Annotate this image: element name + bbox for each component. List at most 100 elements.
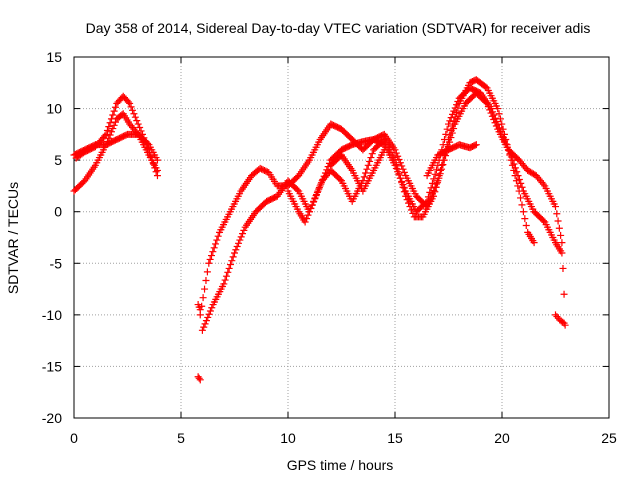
data-point-marker [471, 141, 479, 149]
data-point-marker [205, 259, 213, 267]
data-point-marker [301, 218, 309, 226]
data-point-marker [201, 320, 209, 328]
data-point-marker [427, 184, 435, 192]
data-point-marker [111, 103, 119, 111]
data-point-marker [453, 101, 461, 109]
data-point-marker [143, 141, 151, 149]
data-point-marker [432, 183, 440, 191]
data-point-marker [539, 217, 547, 225]
data-point-marker [364, 161, 372, 169]
x-tick-label: 0 [70, 430, 78, 446]
data-point-marker [105, 123, 113, 131]
data-point-marker [432, 166, 440, 174]
data-point-marker [484, 103, 492, 111]
x-tick-label: 5 [177, 430, 185, 446]
data-point-marker [130, 110, 138, 118]
data-point-marker [509, 156, 517, 164]
data-point-marker [311, 194, 319, 202]
data-point-marker [400, 188, 408, 196]
series-track-f [284, 89, 568, 298]
data-point-marker [149, 160, 157, 168]
data-point-marker [405, 199, 413, 207]
data-point-marker [209, 248, 217, 256]
data-point-marker [128, 106, 136, 114]
x-tick-label: 15 [387, 430, 403, 446]
axis-ticks: 0 5 10 15 20 25 -20 -15 -10 -5 0 5 10 15 [42, 49, 617, 446]
data-point-marker [391, 156, 399, 164]
data-point-marker [315, 184, 323, 192]
data-points [70, 76, 569, 384]
data-point-marker [231, 249, 238, 257]
data-point-marker [488, 112, 496, 120]
data-point-marker [451, 104, 459, 112]
data-point-marker [134, 120, 142, 128]
data-point-marker [205, 310, 213, 318]
data-point-marker [521, 215, 529, 223]
data-point-marker [151, 164, 159, 172]
data-point-marker [392, 149, 400, 157]
data-point-marker [555, 224, 563, 232]
y-tick-label: -15 [42, 358, 62, 374]
data-point-marker [436, 170, 444, 178]
data-point-marker [438, 165, 446, 173]
series-track-c [72, 92, 161, 180]
data-point-marker [446, 117, 454, 125]
data-point-marker [430, 192, 438, 200]
data-point-marker [138, 130, 146, 138]
data-point-marker [195, 374, 203, 382]
data-point-marker [222, 272, 230, 280]
data-point-marker [305, 208, 313, 216]
data-point-marker [225, 264, 233, 272]
data-point-marker [212, 240, 220, 248]
data-point-marker [435, 174, 443, 182]
series-track-k [194, 373, 204, 384]
data-point-marker [228, 257, 236, 265]
data-point-marker [103, 126, 111, 134]
data-point-marker [513, 168, 521, 176]
data-point-marker [200, 323, 208, 331]
series-track-h [423, 141, 480, 180]
data-point-marker [446, 138, 454, 146]
series-track-g [327, 146, 388, 195]
data-point-marker [483, 99, 491, 107]
data-point-marker [454, 97, 462, 105]
data-point-marker [439, 141, 447, 149]
data-point-marker [124, 98, 132, 106]
data-point-marker [407, 206, 415, 214]
data-point-marker [514, 172, 522, 180]
data-point-marker [214, 232, 222, 240]
data-point-marker [153, 172, 161, 180]
data-point-marker [380, 146, 388, 154]
data-point-marker [145, 148, 153, 156]
data-point-marker [561, 321, 569, 329]
data-point-marker [434, 179, 442, 187]
data-point-marker [204, 313, 212, 321]
data-point-marker [199, 294, 207, 302]
data-point-marker [304, 211, 312, 219]
x-axis-label: GPS time / hours [287, 457, 394, 473]
data-point-marker [203, 268, 211, 276]
data-point-marker [491, 119, 499, 127]
data-point-marker [396, 174, 404, 182]
y-tick-label: -10 [42, 307, 62, 323]
data-point-marker [486, 106, 494, 114]
data-point-marker [313, 191, 321, 199]
data-point-marker [428, 179, 436, 187]
data-point-marker [445, 120, 452, 128]
data-point-marker [492, 122, 500, 130]
data-point-marker [430, 175, 438, 183]
data-point-marker [439, 161, 447, 169]
data-point-marker [307, 204, 315, 212]
data-point-marker [233, 243, 241, 251]
data-point-marker [240, 226, 248, 234]
data-point-marker [398, 179, 406, 187]
data-point-marker [303, 215, 311, 223]
data-point-marker [101, 132, 109, 140]
data-point-marker [314, 187, 322, 195]
y-tick-label: -20 [42, 410, 62, 426]
x-tick-label: 20 [494, 430, 510, 446]
data-point-marker [102, 130, 110, 138]
data-point-marker [558, 239, 566, 247]
data-point-marker [110, 121, 118, 129]
data-point-marker [511, 164, 519, 172]
